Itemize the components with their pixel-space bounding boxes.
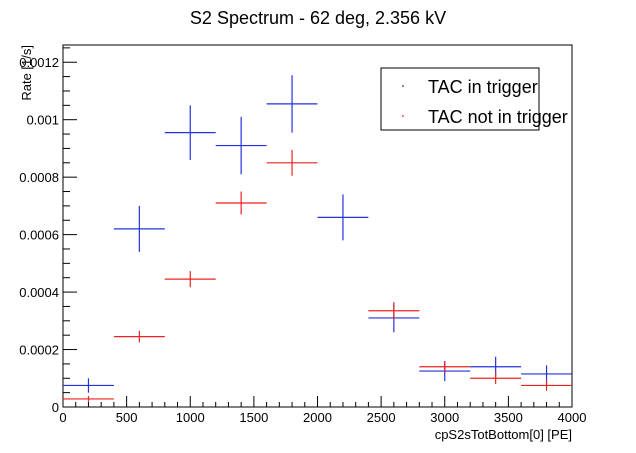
data-point	[521, 380, 572, 391]
series-1	[63, 149, 572, 402]
data-point	[113, 205, 165, 252]
x-tick-label: 0	[59, 410, 66, 425]
x-tick-label: 2500	[367, 410, 396, 425]
legend-marker	[402, 115, 404, 117]
x-tick-label: 4000	[558, 410, 587, 425]
data-point	[63, 396, 114, 402]
y-tick-label: 0	[52, 400, 59, 415]
y-tick-label: 0.0012	[19, 55, 59, 70]
data-point	[521, 365, 572, 383]
data-point	[470, 372, 522, 385]
x-tick-label: 1500	[239, 410, 268, 425]
x-tick-label: 500	[116, 410, 138, 425]
data-point	[164, 105, 216, 160]
y-tick-label: 0.0004	[19, 285, 59, 300]
y-tick-label: 0.0008	[19, 170, 59, 185]
data-point	[215, 191, 267, 215]
data-point	[266, 75, 318, 133]
data-point	[368, 302, 420, 320]
x-tick-label: 2000	[303, 410, 332, 425]
legend-label: TAC not in trigger	[428, 107, 568, 127]
x-tick-label: 3500	[494, 410, 523, 425]
legend-box	[380, 67, 540, 131]
data-point	[164, 271, 216, 288]
x-axis-label: cpS2sTotBottom[0] [PE]	[435, 427, 572, 442]
legend-marker	[402, 85, 404, 87]
x-tick-label: 3000	[430, 410, 459, 425]
y-tick-label: 0.0006	[19, 228, 59, 243]
chart-title: S2 Spectrum - 62 deg, 2.356 kV	[190, 8, 446, 28]
data-point	[215, 116, 267, 175]
data-point	[63, 378, 114, 393]
legend-label: TAC in trigger	[428, 77, 538, 97]
y-axis-label: Rate [1/s]	[19, 45, 34, 101]
data-point	[113, 330, 165, 343]
data-point	[266, 149, 318, 176]
data-point	[317, 194, 369, 241]
y-tick-label: 0.0002	[19, 343, 59, 358]
y-tick-label: 0.001	[26, 113, 59, 128]
x-tick-label: 1000	[176, 410, 205, 425]
data-point	[419, 361, 471, 373]
